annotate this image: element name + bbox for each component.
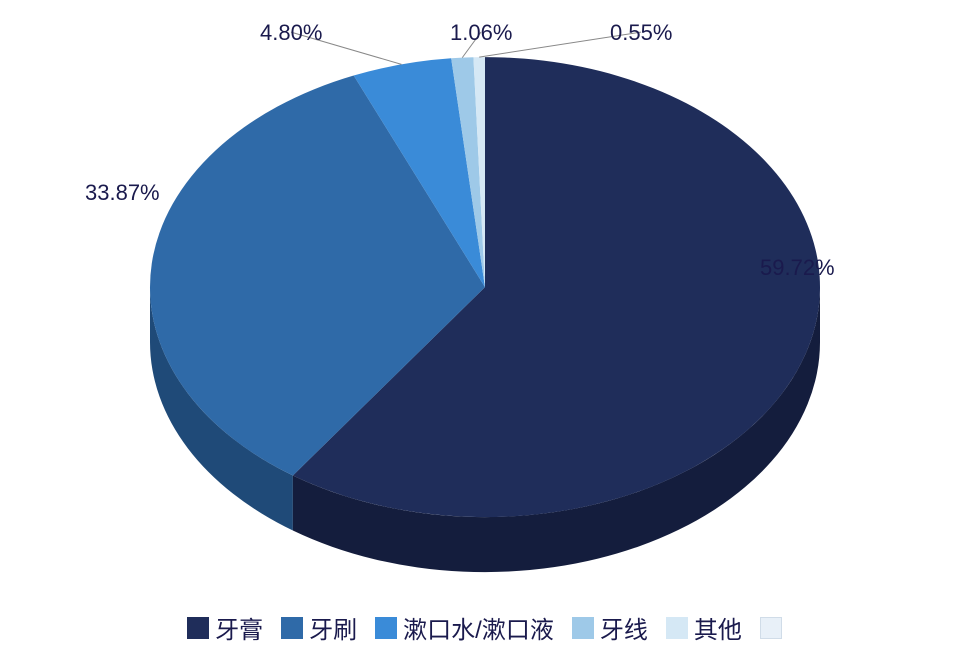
pie-chart-svg [75,22,895,592]
legend-label: 漱口水/漱口液 [403,610,554,645]
legend: 牙膏 牙刷 漱口水/漱口液 牙线 其他 [0,610,969,645]
legend-swatch [572,617,594,639]
slice-label: 1.06% [450,20,512,46]
legend-label: 其他 [694,610,742,645]
legend-item-empty [760,617,782,639]
legend-swatch [666,617,688,639]
legend-swatch [187,617,209,639]
slice-label: 33.87% [85,180,160,206]
legend-item: 其他 [666,610,742,645]
pie-chart-container: 59.72% 33.87% 4.80% 1.06% 0.55% [0,0,969,580]
legend-swatch-empty [760,617,782,639]
legend-item: 牙刷 [281,610,357,645]
legend-label: 牙刷 [309,610,357,645]
legend-swatch [281,617,303,639]
legend-label: 牙线 [600,610,648,645]
legend-item: 牙线 [572,610,648,645]
legend-item: 牙膏 [187,610,263,645]
slice-label: 0.55% [610,20,672,46]
legend-label: 牙膏 [215,610,263,645]
slice-label: 4.80% [260,20,322,46]
slice-label: 59.72% [760,255,835,281]
legend-swatch [375,617,397,639]
legend-item: 漱口水/漱口液 [375,610,554,645]
